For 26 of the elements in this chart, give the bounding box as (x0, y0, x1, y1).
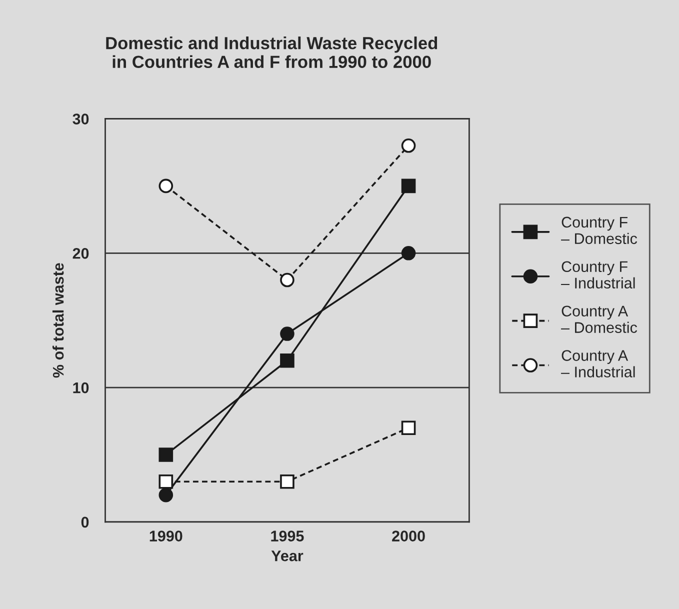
legend-label: Country A – Domestic (561, 306, 638, 333)
y-tick-label: 20 (72, 248, 89, 259)
legend-label: Country F – Domestic (561, 216, 638, 244)
x-tick-label: 1995 (271, 530, 304, 542)
point (280, 326, 294, 341)
y-axis-title: % of total waste (52, 263, 64, 378)
point (158, 474, 174, 489)
y-tick-label: 30 (72, 114, 89, 124)
legend-label: Country A – Industrial (561, 350, 635, 378)
point (280, 272, 294, 288)
y-tick-label: 0 (81, 516, 89, 528)
point (158, 448, 174, 462)
point (401, 246, 416, 260)
chart-title: Domestic and Industrial Waste Recycled in Countries A and F from 1990 to 2000 (106, 36, 438, 68)
point (158, 488, 174, 502)
point (401, 420, 416, 435)
x-tick-label: 1990 (150, 530, 182, 542)
point (280, 353, 294, 368)
y-tick-label: 10 (73, 382, 89, 394)
x-tick-label: 2000 (392, 530, 425, 542)
point (401, 138, 416, 153)
point (158, 178, 174, 194)
legend-label: Country F – Industrial (561, 261, 635, 289)
point (280, 474, 294, 489)
point (401, 178, 416, 194)
x-axis-title: Year (271, 550, 304, 562)
